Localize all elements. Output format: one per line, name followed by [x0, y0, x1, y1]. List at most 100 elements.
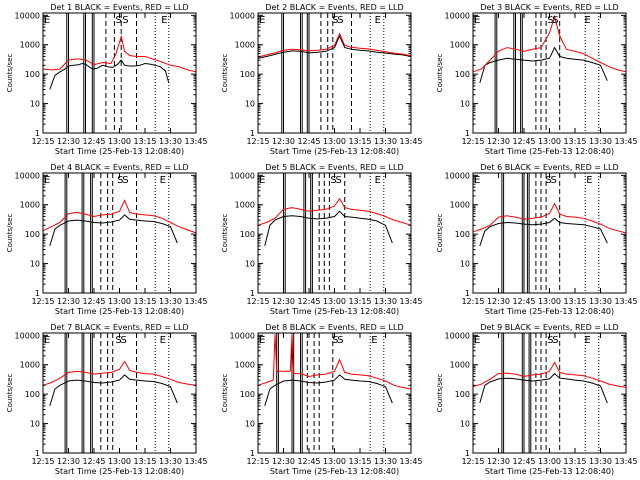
- y-tick-label: 10000: [230, 331, 255, 340]
- panel-title: Det 3 BLACK = Events, RED = LLD: [480, 3, 618, 12]
- x-tick-label: 13:15: [133, 457, 156, 466]
- x-tick-label: 13:15: [563, 137, 586, 146]
- x-tick-label: 12:30: [57, 297, 80, 306]
- lld-series-line: [472, 202, 627, 234]
- x-tick-label: 12:15: [31, 457, 54, 466]
- interval-label: S: [547, 15, 553, 26]
- panel-2: 1 10 100 1000 10000 12:15 12:30 12:45 13:00 13:15…: [221, 3, 423, 156]
- plot-frame: [257, 12, 412, 134]
- x-tick-label: 12:15: [246, 297, 269, 306]
- lld-series-line: [42, 360, 197, 386]
- x-tick-label: 13:45: [614, 137, 637, 146]
- panel-6: 1 10 100 1000 10000 12:15 12:30 12:45 13:00 13:15…: [436, 163, 638, 316]
- interval-label: E: [259, 175, 265, 186]
- y-tick-label: 10: [460, 260, 470, 269]
- x-tick-label: 13:00: [108, 137, 131, 146]
- x-tick-label: 12:30: [487, 137, 510, 146]
- x-axis-label: Start Time (25-Feb-13 12:08:40): [55, 467, 184, 476]
- events-series-line: [264, 374, 393, 407]
- y-axis-label: Counts/sec: [221, 214, 229, 253]
- y-tick-label: 1: [35, 129, 40, 138]
- y-axis-label: Counts/sec: [436, 214, 444, 253]
- events-series-line: [479, 217, 608, 247]
- x-tick-label: 13:30: [589, 297, 612, 306]
- panel-7: 1 10 100 1000 10000 12:15 12:30 12:45 13:00 13:15…: [6, 323, 208, 476]
- interval-label: E: [585, 15, 591, 26]
- x-tick-label: 12:15: [246, 137, 269, 146]
- interval-label: E: [375, 175, 381, 186]
- y-tick-label: 10: [30, 420, 40, 429]
- y-tick-label: 100: [25, 390, 40, 399]
- y-tick-label: 10000: [445, 11, 470, 20]
- x-tick-label: 13:15: [133, 297, 156, 306]
- y-tick-label: 10000: [445, 331, 470, 340]
- interval-label: S: [337, 335, 343, 346]
- y-tick-label: 10: [245, 420, 255, 429]
- x-tick-label: 12:30: [57, 137, 80, 146]
- panel-9: 1 10 100 1000 10000 12:15 12:30 12:45 13:00 13:15…: [436, 323, 638, 476]
- x-tick-label: 13:30: [374, 297, 397, 306]
- x-tick-label: 12:30: [487, 457, 510, 466]
- interval-label: E: [161, 15, 167, 26]
- lld-series-line: [257, 32, 412, 58]
- y-tick-label: 1: [35, 449, 40, 458]
- x-tick-label: 13:45: [399, 457, 422, 466]
- interval-label: E: [44, 15, 50, 26]
- x-tick-label: 13:30: [374, 457, 397, 466]
- panel-title: Det 6 BLACK = Events, RED = LLD: [480, 163, 618, 172]
- y-tick-label: 1000: [235, 361, 255, 370]
- x-axis-label: Start Time (25-Feb-13 12:08:40): [485, 147, 614, 156]
- interval-label: S: [552, 335, 558, 346]
- panel-title: Det 4 BLACK = Events, RED = LLD: [50, 163, 188, 172]
- x-axis-label: Start Time (25-Feb-13 12:08:40): [55, 307, 184, 316]
- lld-series-line: [257, 197, 412, 226]
- y-tick-label: 1: [465, 449, 470, 458]
- interval-label: E: [259, 335, 265, 346]
- y-axis-label: Counts/sec: [6, 214, 14, 253]
- x-tick-label: 12:45: [512, 137, 535, 146]
- interval-label: S: [330, 175, 336, 186]
- x-tick-label: 12:45: [297, 457, 320, 466]
- x-tick-label: 13:30: [589, 137, 612, 146]
- interval-label: S: [337, 15, 343, 26]
- interval-label: S: [547, 335, 553, 346]
- interval-label: E: [160, 335, 166, 346]
- x-tick-label: 12:30: [272, 297, 295, 306]
- x-tick-label: 13:30: [159, 137, 182, 146]
- interval-label: E: [160, 175, 166, 186]
- x-tick-label: 13:00: [538, 457, 561, 466]
- x-tick-label: 13:45: [184, 297, 207, 306]
- interval-label: E: [474, 175, 480, 186]
- x-tick-label: 12:45: [82, 137, 105, 146]
- events-series-line: [257, 34, 412, 59]
- x-tick-label: 13:15: [348, 457, 371, 466]
- y-tick-label: 100: [455, 230, 470, 239]
- panel-title: Det 7 BLACK = Events, RED = LLD: [50, 323, 188, 332]
- x-tick-label: 13:15: [563, 297, 586, 306]
- interval-label: E: [44, 335, 50, 346]
- lld-series-line: [257, 334, 412, 390]
- y-tick-label: 1: [465, 289, 470, 298]
- lld-series-line: [42, 34, 197, 73]
- panel-title: Det 9 BLACK = Events, RED = LLD: [480, 323, 618, 332]
- interval-label: E: [44, 175, 50, 186]
- events-series-line: [49, 214, 178, 247]
- x-tick-label: 12:45: [512, 297, 535, 306]
- interval-label: S: [121, 335, 127, 346]
- y-axis-label: Counts/sec: [6, 374, 14, 413]
- y-tick-label: 1000: [450, 41, 470, 50]
- y-tick-label: 100: [455, 390, 470, 399]
- y-tick-label: 10: [460, 420, 470, 429]
- panel-8: 1 10 100 1000 10000 12:15 12:30 12:45 13:00 13:15…: [221, 323, 423, 476]
- y-tick-label: 10000: [230, 171, 255, 180]
- interval-label: E: [474, 335, 480, 346]
- interval-label: S: [336, 175, 342, 186]
- interval-label: E: [259, 15, 265, 26]
- x-tick-label: 12:15: [246, 457, 269, 466]
- x-tick-label: 13:45: [399, 297, 422, 306]
- panel-1: 1 10 100 1000 10000 12:15 12:30 12:45 13:00 13:15…: [6, 3, 208, 156]
- x-tick-label: 13:30: [374, 137, 397, 146]
- panel-title: Det 2 BLACK = Events, RED = LLD: [265, 3, 403, 12]
- x-axis-label: Start Time (25-Feb-13 12:08:40): [270, 147, 399, 156]
